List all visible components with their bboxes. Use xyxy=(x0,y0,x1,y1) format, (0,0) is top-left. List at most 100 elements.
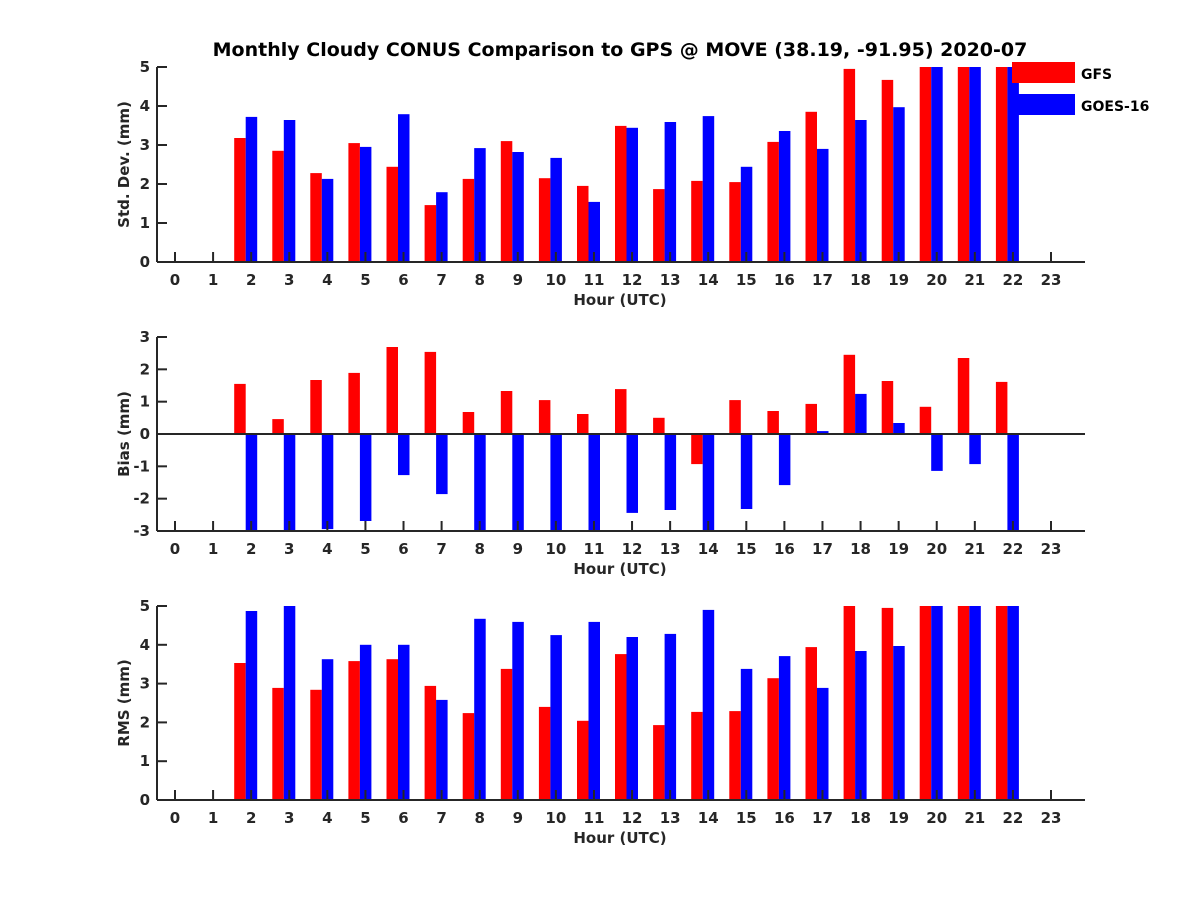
bar-rms-gfs-hour-5 xyxy=(348,661,360,800)
bar-rms-goes16-hour-14 xyxy=(702,609,715,800)
bar-rms-gfs-hour-9 xyxy=(500,668,513,800)
bar-bias-gfs-hour-21 xyxy=(957,358,970,434)
bar-rms-gfs-hour-20 xyxy=(919,606,932,800)
bar-stddev-gfs-hour-21 xyxy=(957,67,970,262)
bar-rms-gfs-hour-10 xyxy=(538,706,551,800)
bar-rms-goes16-hour-15 xyxy=(740,668,753,800)
bar-rms-goes16-hour-21 xyxy=(969,606,981,800)
bar-bias-goes16-hour-6 xyxy=(398,434,410,476)
rms-xtick-label: 22 xyxy=(1002,809,1023,827)
bias-xtick-label: 16 xyxy=(774,540,795,558)
bar-rms-gfs-hour-15 xyxy=(729,711,741,800)
bar-bias-goes16-hour-21 xyxy=(969,434,981,465)
stddev-xtick-label: 1 xyxy=(208,271,218,289)
bar-bias-goes16-hour-9 xyxy=(512,434,524,531)
bar-bias-goes16-hour-18 xyxy=(855,393,867,434)
bar-stddev-goes16-hour-16 xyxy=(778,131,791,262)
bar-bias-gfs-hour-6 xyxy=(386,347,398,434)
bias-ytick-label: -2 xyxy=(133,490,150,508)
legend: GFS GOES-16 xyxy=(1012,62,1149,115)
bar-bias-gfs-hour-17 xyxy=(805,403,817,434)
legend-label-goes16: GOES-16 xyxy=(1081,99,1149,115)
bar-bias-gfs-hour-14 xyxy=(691,434,703,465)
bar-bias-gfs-hour-8 xyxy=(462,412,475,434)
stddev-ytick-label: 1 xyxy=(140,214,150,232)
bias-xtick-label: 1 xyxy=(208,540,218,558)
bar-stddev-gfs-hour-6 xyxy=(386,166,398,262)
stddev-xtick-label: 8 xyxy=(474,271,484,289)
stddev-xtick-label: 0 xyxy=(170,271,180,289)
bar-rms-goes16-hour-10 xyxy=(550,635,562,800)
bias-xtick-label: 15 xyxy=(736,540,757,558)
bar-rms-goes16-hour-12 xyxy=(626,637,638,800)
rms-xtick-label: 0 xyxy=(170,809,180,827)
stddev-xtick-label: 5 xyxy=(360,271,370,289)
bar-rms-gfs-hour-4 xyxy=(310,689,322,800)
rms-xtick-label: 21 xyxy=(964,809,985,827)
bias-x-axis-label: Hour (UTC) xyxy=(573,560,666,578)
bias-xtick-label: 0 xyxy=(170,540,180,558)
bias-xtick-label: 2 xyxy=(246,540,256,558)
stddev-xtick-label: 3 xyxy=(284,271,294,289)
bar-stddev-gfs-hour-17 xyxy=(805,111,817,262)
bias-xtick-label: 22 xyxy=(1002,540,1023,558)
bar-stddev-goes16-hour-20 xyxy=(931,67,943,262)
bar-rms-gfs-hour-14 xyxy=(691,711,703,800)
bar-stddev-gfs-hour-16 xyxy=(767,141,779,262)
bar-rms-goes16-hour-6 xyxy=(398,644,410,800)
bias-ytick-label: 1 xyxy=(140,393,150,411)
bar-rms-goes16-hour-9 xyxy=(512,621,524,800)
bar-stddev-gfs-hour-14 xyxy=(691,180,703,262)
bar-stddev-goes16-hour-5 xyxy=(359,146,372,262)
legend-swatch-gfs xyxy=(1012,62,1075,83)
bar-stddev-goes16-hour-2 xyxy=(245,116,258,263)
bar-rms-goes16-hour-7 xyxy=(436,699,448,800)
rms-ytick-label: 2 xyxy=(140,713,150,731)
bar-stddev-goes16-hour-10 xyxy=(550,157,562,262)
bar-stddev-goes16-hour-8 xyxy=(474,148,486,262)
stddev-ytick-label: 4 xyxy=(140,97,150,115)
bar-bias-goes16-hour-3 xyxy=(283,434,296,531)
stddev-xtick-label: 10 xyxy=(545,271,566,289)
bar-rms-gfs-hour-12 xyxy=(615,654,627,800)
bar-stddev-goes16-hour-7 xyxy=(436,192,448,262)
chart-title: Monthly Cloudy CONUS Comparison to GPS @… xyxy=(213,39,1028,61)
bar-bias-gfs-hour-16 xyxy=(767,411,779,434)
bar-bias-gfs-hour-19 xyxy=(881,381,894,434)
bar-rms-gfs-hour-3 xyxy=(272,687,284,800)
bar-bias-gfs-hour-15 xyxy=(729,400,741,434)
rms-xtick-label: 15 xyxy=(736,809,757,827)
bar-stddev-gfs-hour-18 xyxy=(843,68,856,263)
bar-stddev-gfs-hour-20 xyxy=(919,67,932,262)
bar-stddev-goes16-hour-14 xyxy=(702,116,715,262)
stddev-xtick-label: 17 xyxy=(812,271,833,289)
bar-rms-goes16-hour-5 xyxy=(359,644,372,800)
bar-stddev-gfs-hour-5 xyxy=(348,143,360,262)
stddev-xtick-label: 15 xyxy=(736,271,757,289)
bias-xtick-label: 20 xyxy=(926,540,947,558)
rms-xtick-label: 10 xyxy=(545,809,566,827)
bar-bias-gfs-hour-10 xyxy=(538,400,551,434)
bias-xtick-label: 14 xyxy=(698,540,719,558)
stddev-xtick-label: 12 xyxy=(622,271,643,289)
stddev-y-axis-label: Std. Dev. (mm) xyxy=(115,101,133,228)
stddev-xtick-label: 16 xyxy=(774,271,795,289)
bar-stddev-goes16-hour-22 xyxy=(1007,67,1019,262)
rms-xtick-label: 3 xyxy=(284,809,294,827)
bar-stddev-gfs-hour-22 xyxy=(995,67,1008,262)
stddev-x-axis-label: Hour (UTC) xyxy=(573,291,666,309)
bias-xtick-label: 18 xyxy=(850,540,871,558)
bar-rms-goes16-hour-22 xyxy=(1007,606,1019,800)
bar-bias-gfs-hour-2 xyxy=(234,383,246,434)
stddev-xtick-label: 22 xyxy=(1002,271,1023,289)
bar-bias-goes16-hour-14 xyxy=(702,434,715,531)
bias-xtick-label: 23 xyxy=(1041,540,1062,558)
bar-rms-gfs-hour-8 xyxy=(462,713,475,800)
bar-rms-gfs-hour-19 xyxy=(881,607,894,800)
bias-xtick-label: 5 xyxy=(360,540,370,558)
bar-stddev-goes16-hour-9 xyxy=(512,152,524,262)
stddev-xtick-label: 13 xyxy=(660,271,681,289)
bias-xtick-label: 7 xyxy=(436,540,446,558)
bar-stddev-goes16-hour-18 xyxy=(855,120,867,262)
